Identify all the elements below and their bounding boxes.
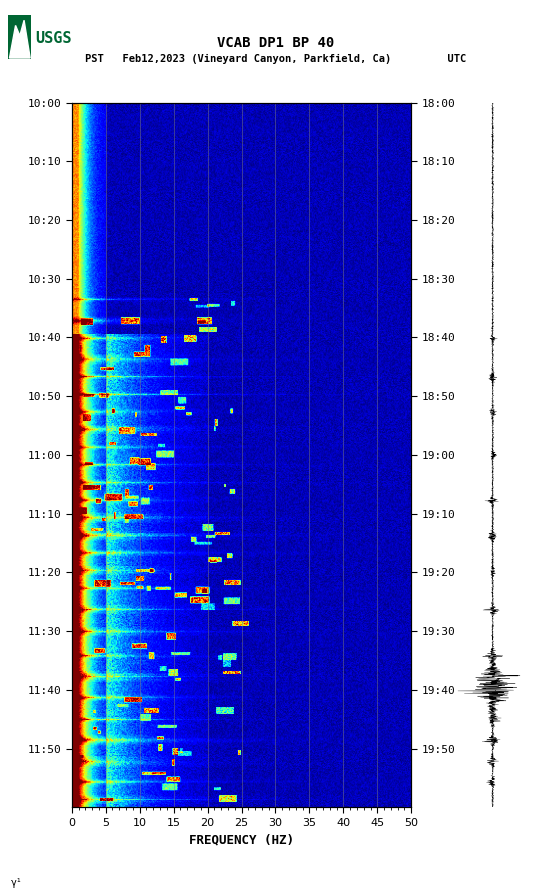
Text: PST   Feb12,2023 (Vineyard Canyon, Parkfield, Ca)         UTC: PST Feb12,2023 (Vineyard Canyon, Parkfie… xyxy=(86,54,466,63)
Text: γ¹: γ¹ xyxy=(11,879,23,888)
FancyBboxPatch shape xyxy=(8,15,31,59)
Polygon shape xyxy=(9,21,30,58)
Text: USGS: USGS xyxy=(35,31,72,45)
Text: VCAB DP1 BP 40: VCAB DP1 BP 40 xyxy=(217,36,335,50)
X-axis label: FREQUENCY (HZ): FREQUENCY (HZ) xyxy=(189,833,294,847)
